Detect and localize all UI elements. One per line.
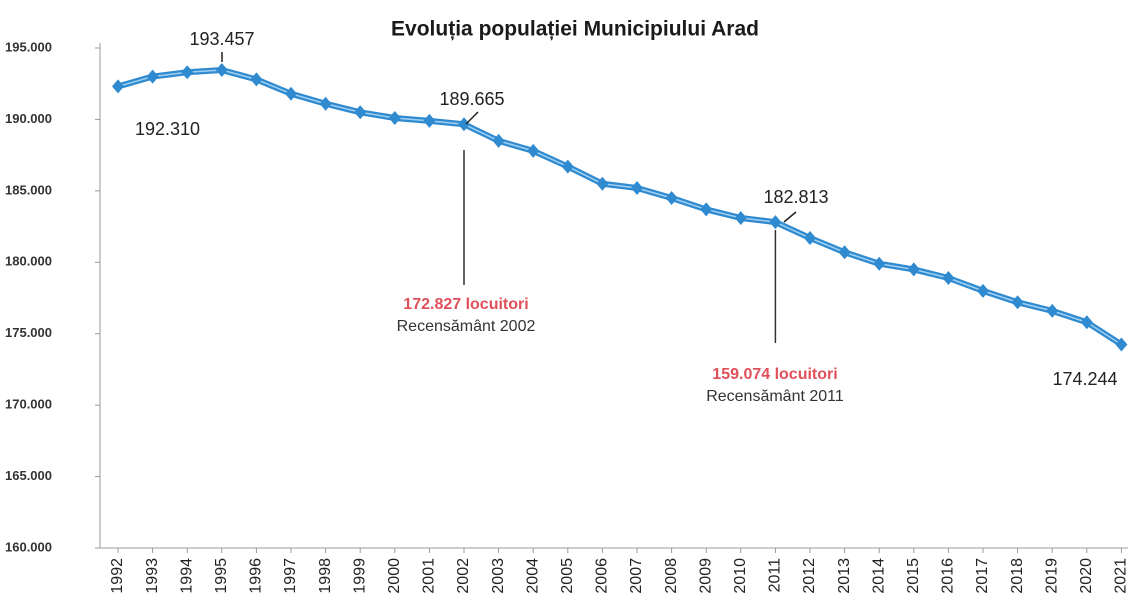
x-tick-label: 2004 — [524, 558, 541, 594]
x-tick-label: 1998 — [317, 558, 334, 594]
y-tick-label: 185.000 — [5, 182, 52, 197]
x-tick-label: 1995 — [213, 558, 230, 594]
marker — [907, 262, 920, 277]
x-tick-label: 2016 — [940, 558, 957, 594]
x-tick-label: 2001 — [421, 558, 438, 594]
x-tick-label: 2003 — [490, 558, 507, 594]
x-tick-label: 1993 — [144, 558, 161, 594]
marker — [458, 117, 470, 132]
y-tick-label: 170.000 — [5, 397, 52, 412]
marker — [527, 143, 540, 158]
annotation-text: 172.827 locuitori — [403, 296, 528, 313]
annotation-note: Recensământ 2011 — [706, 388, 844, 405]
x-tick-label: 2020 — [1078, 558, 1095, 594]
x-tick-label: 2000 — [386, 558, 403, 594]
x-tick-label: 1996 — [248, 558, 265, 594]
y-tick-label: 195.000 — [5, 39, 52, 54]
y-tick-label: 180.000 — [5, 254, 52, 269]
marker — [804, 231, 816, 245]
x-tick-label: 2019 — [1043, 558, 1060, 594]
marker — [734, 211, 747, 225]
data-label: 192.310 — [135, 119, 200, 139]
y-tick-label: 165.000 — [5, 468, 52, 483]
x-tick-label: 1997 — [282, 558, 299, 594]
label-leader — [783, 211, 797, 223]
x-tick-label: 2010 — [732, 558, 749, 594]
marker — [285, 86, 297, 101]
marker — [423, 113, 436, 128]
marker — [1080, 315, 1093, 330]
marker — [354, 105, 367, 120]
marker — [631, 181, 643, 195]
marker — [665, 191, 678, 205]
x-tick-label: 1992 — [109, 558, 126, 594]
data-label: 182.813 — [763, 187, 828, 207]
marker — [1046, 303, 1059, 318]
marker — [700, 202, 713, 217]
label-leader — [465, 111, 479, 125]
marker — [977, 283, 989, 298]
x-tick-label: 1999 — [351, 558, 368, 594]
marker — [250, 72, 263, 87]
marker — [561, 159, 574, 174]
y-tick-label: 190.000 — [5, 111, 52, 126]
marker — [1115, 337, 1128, 352]
x-tick-label: 2018 — [1009, 558, 1026, 594]
marker — [838, 245, 851, 260]
y-tick-label: 175.000 — [5, 325, 52, 340]
marker — [388, 111, 401, 125]
marker — [492, 133, 505, 148]
marker — [769, 215, 782, 230]
x-tick-label: 1994 — [178, 558, 195, 594]
x-tick-label: 2011 — [767, 558, 784, 593]
marker — [596, 176, 609, 191]
series-line — [117, 67, 1124, 348]
data-label: 193.457 — [189, 29, 254, 49]
x-tick-label: 2013 — [836, 558, 853, 594]
y-tick-label: 160.000 — [5, 539, 52, 554]
x-tick-label: 2012 — [801, 558, 818, 594]
marker — [873, 256, 886, 271]
marker — [215, 63, 228, 78]
x-tick-label: 2008 — [663, 558, 680, 594]
x-tick-label: 2006 — [594, 558, 611, 594]
x-tick-label: 2007 — [628, 558, 645, 594]
series-line-highlight — [117, 69, 1122, 346]
marker — [181, 65, 194, 80]
x-tick-label: 2005 — [559, 558, 576, 594]
marker — [146, 69, 159, 84]
x-tick-label: 2009 — [697, 558, 714, 594]
marker — [942, 271, 955, 285]
marker — [1011, 295, 1024, 310]
marker — [319, 96, 332, 111]
data-label: 174.244 — [1052, 369, 1117, 389]
x-tick-label: 2014 — [870, 558, 887, 594]
annotation-text: 159.074 locuitori — [712, 366, 837, 383]
data-label: 189.665 — [439, 89, 504, 109]
x-tick-label: 2021 — [1113, 558, 1130, 594]
annotation-note: Recensământ 2002 — [397, 318, 536, 335]
x-tick-label: 2017 — [974, 558, 991, 594]
marker — [112, 79, 124, 94]
chart-title: Evoluția populației Municipiului Arad — [391, 18, 759, 41]
x-tick-label: 2015 — [905, 558, 922, 594]
x-tick-label: 2002 — [455, 558, 472, 594]
